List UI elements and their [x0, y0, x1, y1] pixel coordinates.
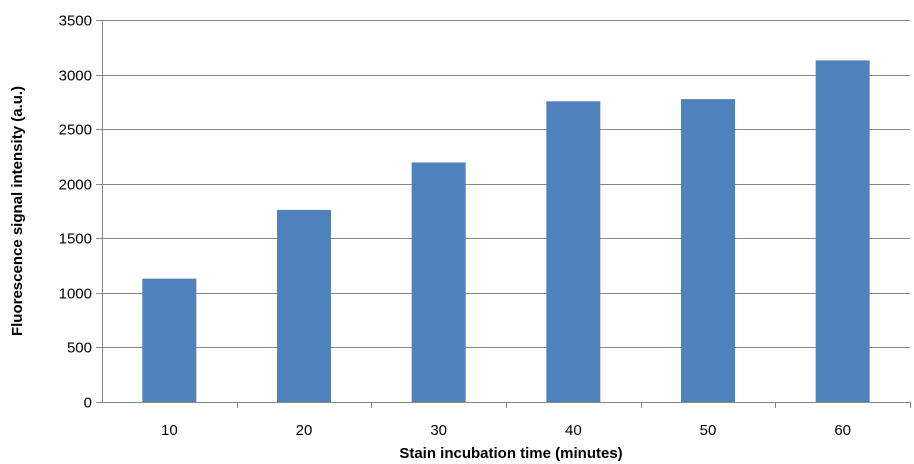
- y-tick-label: 1000: [59, 286, 92, 303]
- bar: [411, 162, 466, 402]
- y-tick-label: 2500: [59, 122, 92, 139]
- bars: [142, 60, 870, 402]
- bar: [277, 209, 331, 402]
- y-tick-labels: 0 500 1000 1500 2000 2500 3000 3500: [59, 13, 92, 412]
- bar: [142, 278, 197, 402]
- x-tick-labels: 10 20 30 40 50 60: [161, 422, 851, 439]
- bar: [815, 60, 870, 402]
- gridlines: [102, 20, 910, 348]
- x-tick-label: 20: [296, 422, 313, 439]
- x-axis-title: Stain incubation time (minutes): [399, 445, 622, 462]
- bar: [546, 101, 601, 402]
- y-tick-label: 3000: [59, 68, 92, 85]
- y-tick-label: 500: [67, 340, 92, 357]
- x-tick-label: 60: [834, 422, 851, 439]
- axes: [96, 20, 911, 408]
- x-tick-label: 50: [700, 422, 717, 439]
- bar: [681, 99, 735, 402]
- x-tick-label: 30: [430, 422, 447, 439]
- y-axis-title: Fluorescence signal intensity (a.u.): [9, 86, 26, 336]
- y-tick-label: 2000: [59, 177, 92, 194]
- y-tick-label: 3500: [59, 13, 92, 30]
- y-tick-label: 1500: [59, 231, 92, 248]
- x-tick-label: 10: [161, 422, 178, 439]
- y-tick-label: 0: [84, 395, 92, 412]
- x-tick-label: 40: [565, 422, 582, 439]
